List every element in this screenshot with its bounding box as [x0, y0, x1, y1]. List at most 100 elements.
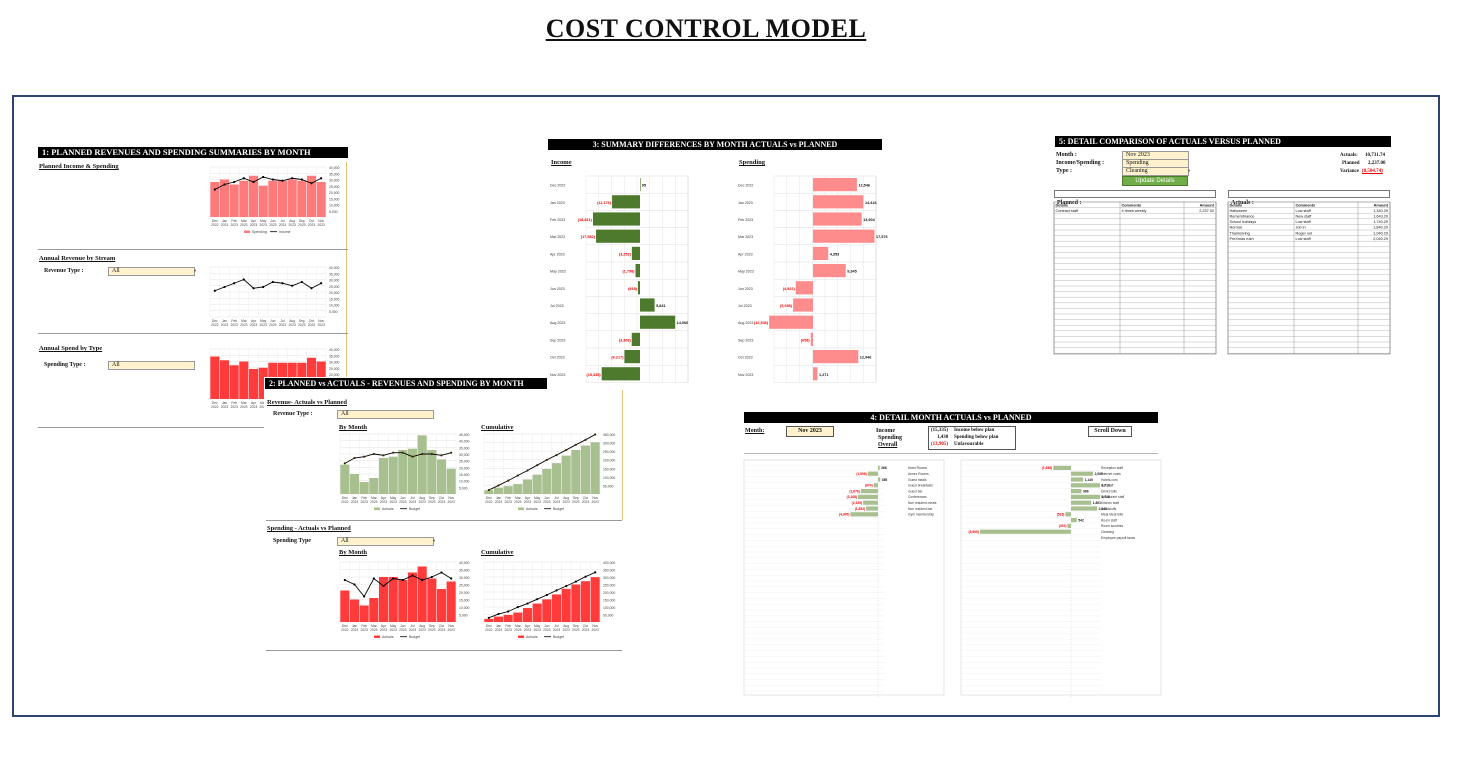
x-tick-year: 2023	[308, 323, 316, 327]
x-tick-year: 2023	[221, 405, 229, 409]
s1-revenue-dropdown-icon[interactable]: ▼	[193, 268, 197, 273]
bar	[873, 483, 878, 488]
s4-overall-text: Unfavourable	[954, 442, 984, 447]
table-cell: Remembrance	[1230, 215, 1255, 219]
y-tick-label: 10,000	[459, 606, 469, 610]
x-tick-label: Aug	[563, 624, 569, 628]
line-point	[487, 488, 490, 492]
y-tick-label: 20,000	[459, 591, 469, 595]
x-tick-label: Feb	[361, 624, 367, 628]
x-tick-year: 2023	[533, 500, 541, 504]
x-tick-label: Jan	[222, 219, 227, 223]
s2-revenue-type-select[interactable]: All	[337, 410, 434, 419]
line-point	[526, 602, 529, 605]
bar	[436, 589, 447, 622]
s2-spending-type-select[interactable]: All	[337, 537, 434, 546]
legend-label: Budget	[553, 635, 564, 639]
x-tick-year: 2023	[259, 323, 267, 327]
x-tick-label: Mar	[371, 624, 378, 628]
s5-type-select[interactable]: Cleaning	[1122, 167, 1189, 176]
bar	[542, 599, 552, 622]
line-point	[363, 455, 366, 458]
bar	[813, 367, 818, 381]
line-point	[213, 289, 216, 292]
x-tick-label: Jun	[400, 624, 405, 628]
row-label: Mar 2023	[738, 235, 753, 239]
s1-revenue-type-select[interactable]: All	[108, 267, 195, 276]
legend-label: Actuals	[382, 635, 394, 639]
y-tick-label: 250,000	[603, 584, 615, 588]
x-tick-label: May	[260, 219, 267, 223]
data-label: (18,821)	[578, 218, 593, 222]
row-label: Jun 2023	[550, 287, 565, 291]
row-label: May 2023	[738, 270, 754, 274]
bar	[210, 182, 220, 217]
series-line	[344, 571, 452, 598]
y-tick-label: 35,000	[329, 354, 339, 358]
s2-divider-1	[266, 520, 622, 521]
line-point	[574, 443, 577, 446]
row-label: Dec 2022	[738, 184, 753, 188]
table-cell: 1,740.29	[1373, 220, 1388, 224]
legend-swatch	[244, 230, 250, 233]
y-tick-label: 5,000	[329, 310, 338, 314]
line-point	[392, 451, 395, 454]
legend-label: Spending	[252, 230, 267, 234]
x-tick-year: 2023	[259, 223, 267, 227]
category-label: Cleaning	[1101, 530, 1114, 534]
bar	[1071, 494, 1101, 499]
section1-header: 1: PLANNED REVENUES AND SPENDING SUMMARI…	[38, 147, 348, 158]
s2-spend-cumulative-title: Cumulative	[481, 549, 514, 556]
x-tick-year: 2023	[572, 500, 580, 504]
bar	[436, 459, 447, 494]
update-details-button[interactable]: Update Details	[1122, 176, 1188, 186]
category-label: Hotels.com	[1101, 478, 1118, 482]
data-label: (818)	[628, 287, 638, 291]
s2-spending-dropdown-icon[interactable]: ▼	[432, 538, 436, 543]
y-tick-label: 25,000	[329, 285, 339, 289]
x-tick-year: 2023	[514, 500, 522, 504]
bar	[592, 212, 640, 226]
x-tick-year: 2023	[591, 628, 599, 632]
x-tick-year: 2023	[582, 500, 590, 504]
s1-divider-2	[38, 333, 348, 334]
series-line	[214, 278, 322, 292]
x-tick-year: 2023	[524, 500, 532, 504]
bar	[359, 605, 369, 622]
bar	[551, 463, 562, 494]
x-tick-year: 2023	[543, 500, 551, 504]
bar	[369, 478, 379, 494]
legend-label: Budget	[553, 507, 564, 511]
y-tick-label: 40,000	[329, 166, 339, 170]
table-cell: Low staff	[1296, 209, 1312, 213]
data-label: (1,596)	[856, 472, 866, 476]
bar	[258, 185, 268, 217]
s5-type-dropdown-icon[interactable]: ▼	[1187, 168, 1191, 173]
bar	[580, 581, 591, 622]
x-tick-label: Jul	[554, 624, 558, 628]
table-cell: School holidays	[1230, 220, 1257, 224]
x-tick-year: 2023	[221, 323, 229, 327]
x-tick-label: Mar	[241, 401, 248, 405]
bar	[795, 281, 813, 295]
chart-frame	[743, 459, 945, 696]
x-tick-year: 2023	[351, 500, 359, 504]
s2-spend-by-month-title: By Month	[339, 549, 367, 556]
income-differences-chart: Dec 2022 95 Jan 2023 (11,176) Feb 2023 (18,82…	[550, 175, 688, 383]
bar	[316, 182, 326, 217]
x-tick-label: Sep	[429, 496, 435, 500]
data-label: (674)	[865, 484, 873, 488]
x-tick-year: 2023	[438, 500, 446, 504]
s5-income-spending-label: Income/Spending :	[1056, 160, 1105, 166]
table-header-cell: Amount	[1374, 203, 1389, 207]
line-point	[271, 280, 274, 284]
s1-revenue-type-label: Revenue Type :	[44, 268, 84, 274]
s1-spending-type-select[interactable]: All	[108, 361, 195, 370]
table-header-cell: Details	[1230, 203, 1242, 207]
bar	[640, 178, 641, 192]
data-label: 542	[1078, 518, 1084, 522]
line-point	[565, 585, 568, 588]
scroll-down-button[interactable]: Scroll Down	[1088, 426, 1132, 437]
s4-month-select[interactable]: Nov 2023	[786, 426, 834, 437]
